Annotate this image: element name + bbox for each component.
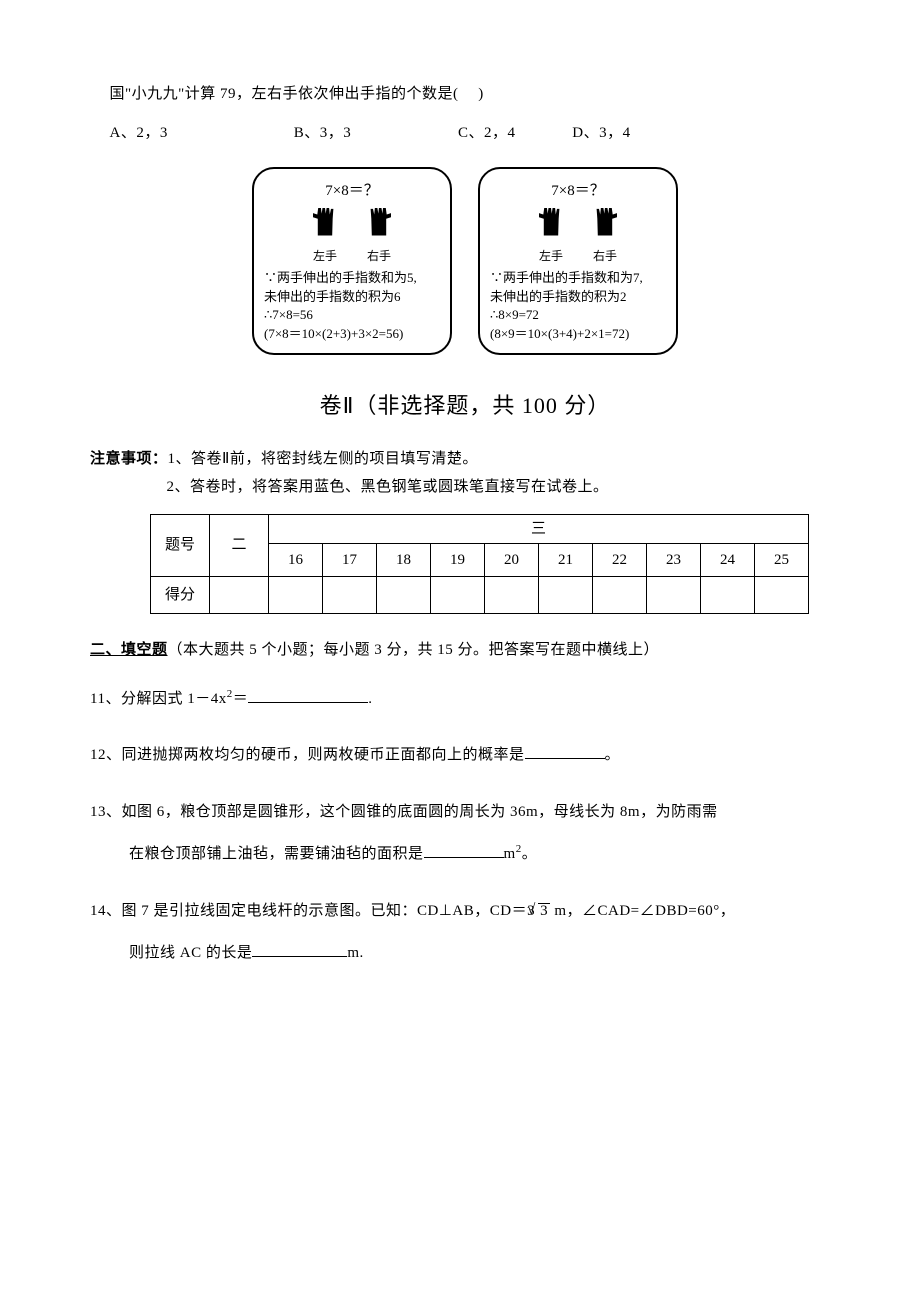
col-23: 23 (647, 544, 701, 577)
q10-opt-c: C、2，4 (458, 119, 568, 148)
box-right-left-label: 左手 (539, 245, 563, 268)
score-blank (701, 577, 755, 614)
section2-title: 卷Ⅱ（非选择题，共 100 分） (90, 385, 840, 427)
q12-blank (525, 743, 605, 759)
sqrt-icon: 3 (535, 897, 550, 926)
col-19: 19 (431, 544, 485, 577)
th-er: 二 (210, 514, 269, 577)
q13-tail: 。 (522, 846, 538, 862)
box-left: 7×8＝？ 左手 右手 ∵两手伸出的手指数和为5, 未伸出的手指数的积为6 ∴7… (252, 167, 452, 355)
box-left-eq: 7×8＝？ (264, 177, 440, 206)
th-number: 题号 (151, 514, 210, 577)
score-blank (593, 577, 647, 614)
q10-options: A、2，3 B、3，3 C、2，4 D、3，4 (110, 119, 841, 148)
box-right-line3: ∴8×9=72 (490, 306, 666, 324)
box-left-line1: ∵两手伸出的手指数和为5, (264, 269, 440, 287)
hand-left-icon (539, 208, 563, 236)
q11: 11、分解因式 1－4x2＝. (90, 685, 840, 714)
box-right-right-label: 右手 (593, 245, 617, 268)
q14-mid: m，∠CAD=∠DBD=60°， (550, 903, 735, 919)
q12-tail: 。 (605, 747, 621, 763)
q14-b: 则拉线 AC 的长是 (129, 945, 252, 961)
score-blank (269, 577, 323, 614)
notes-n2: 2、答卷时，将答案用蓝色、黑色钢笔或圆珠笔直接写在试卷上。 (167, 473, 841, 502)
score-blank (485, 577, 539, 614)
score-blank (323, 577, 377, 614)
q11-blank (248, 687, 368, 703)
box-right-line2: 未伸出的手指数的积为2 (490, 288, 666, 306)
q14-rad: 3 (538, 903, 550, 919)
explanation-boxes: 7×8＝？ 左手 右手 ∵两手伸出的手指数和为5, 未伸出的手指数的积为6 ∴7… (90, 167, 840, 355)
q14-blank (252, 941, 347, 957)
sec2-rest: （本大题共 5 个小题；每小题 3 分，共 15 分。把答案写在题中横线上） (168, 642, 660, 658)
sec2-heading: 二、填空题 (90, 642, 168, 658)
hand-left-icon (313, 208, 337, 236)
q13-blank (424, 842, 504, 858)
q14-unit: m. (347, 945, 363, 961)
q10-opt-a: A、2，3 (110, 119, 290, 148)
box-right-line1: ∵两手伸出的手指数和为7, (490, 269, 666, 287)
hand-right-icon (367, 208, 391, 236)
score-blank (210, 577, 269, 614)
col-17: 17 (323, 544, 377, 577)
box-left-right-label: 右手 (367, 245, 391, 268)
q11-post: ＝ (233, 691, 249, 707)
col-20: 20 (485, 544, 539, 577)
score-blank (539, 577, 593, 614)
score-blank (647, 577, 701, 614)
notes-label: 注意事项： (90, 451, 168, 467)
box-left-line2: 未伸出的手指数的积为6 (264, 288, 440, 306)
q13-b: 在粮仓顶部铺上油毡，需要铺油毡的面积是 (129, 846, 424, 862)
th-san: 三 (269, 514, 809, 544)
col-24: 24 (701, 544, 755, 577)
q13: 13、如图 6，粮仓顶部是圆锥形，这个圆锥的底面圆的周长为 36m，母线长为 8… (90, 798, 840, 869)
q14: 14、图 7 是引拉线固定电线杆的示意图。已知：CD⊥AB，CD＝33 m，∠C… (90, 897, 840, 968)
box-left-left-label: 左手 (313, 245, 337, 268)
q14-a: 14、图 7 是引拉线固定电线杆的示意图。已知：CD⊥AB，CD＝ (90, 903, 527, 919)
col-18: 18 (377, 544, 431, 577)
box-left-line3: ∴7×8=56 (264, 306, 440, 324)
score-row: 得分 (151, 577, 809, 614)
q12-text: 12、同进抛掷两枚均匀的硬币，则两枚硬币正面都向上的概率是 (90, 747, 525, 763)
q13-a: 13、如图 6，粮仓顶部是圆锥形，这个圆锥的底面圆的周长为 36m，母线长为 8… (90, 804, 718, 820)
q13-unit: m (504, 846, 516, 862)
score-blank (431, 577, 485, 614)
score-blank (755, 577, 809, 614)
col-16: 16 (269, 544, 323, 577)
notes: 注意事项：1、答卷Ⅱ前，将密封线左侧的项目填写清楚。 2、答卷时，将答案用蓝色、… (90, 445, 840, 502)
col-22: 22 (593, 544, 647, 577)
q11-pre: 11、分解因式 1－4x (90, 691, 227, 707)
box-right-line4: (8×9＝10×(3+4)+2×1=72) (490, 325, 666, 343)
box-left-line4: (7×8＝10×(2+3)+3×2=56) (264, 325, 440, 343)
notes-n1: 1、答卷Ⅱ前，将密封线左侧的项目填写清楚。 (168, 451, 478, 467)
score-table: 题号 二 三 16 17 18 19 20 21 22 23 24 25 得分 (150, 514, 809, 615)
col-21: 21 (539, 544, 593, 577)
q10-opt-b: B、3，3 (294, 119, 454, 148)
fill-blank-heading: 二、填空题（本大题共 5 个小题；每小题 3 分，共 15 分。把答案写在题中横… (90, 636, 840, 665)
th-score: 得分 (151, 577, 210, 614)
score-blank (377, 577, 431, 614)
col-25: 25 (755, 544, 809, 577)
q10-stem: 国"小九九"计算 79，左右手依次伸出手指的个数是( ) (110, 80, 841, 109)
box-right: 7×8＝？ 左手 右手 ∵两手伸出的手指数和为7, 未伸出的手指数的积为2 ∴8… (478, 167, 678, 355)
hand-right-icon (593, 208, 617, 236)
q11-tail: . (368, 691, 372, 707)
box-right-eq: 7×8＝？ (490, 177, 666, 206)
q12: 12、同进抛掷两枚均匀的硬币，则两枚硬币正面都向上的概率是 。 (90, 741, 840, 770)
q10-opt-d: D、3，4 (572, 119, 630, 148)
